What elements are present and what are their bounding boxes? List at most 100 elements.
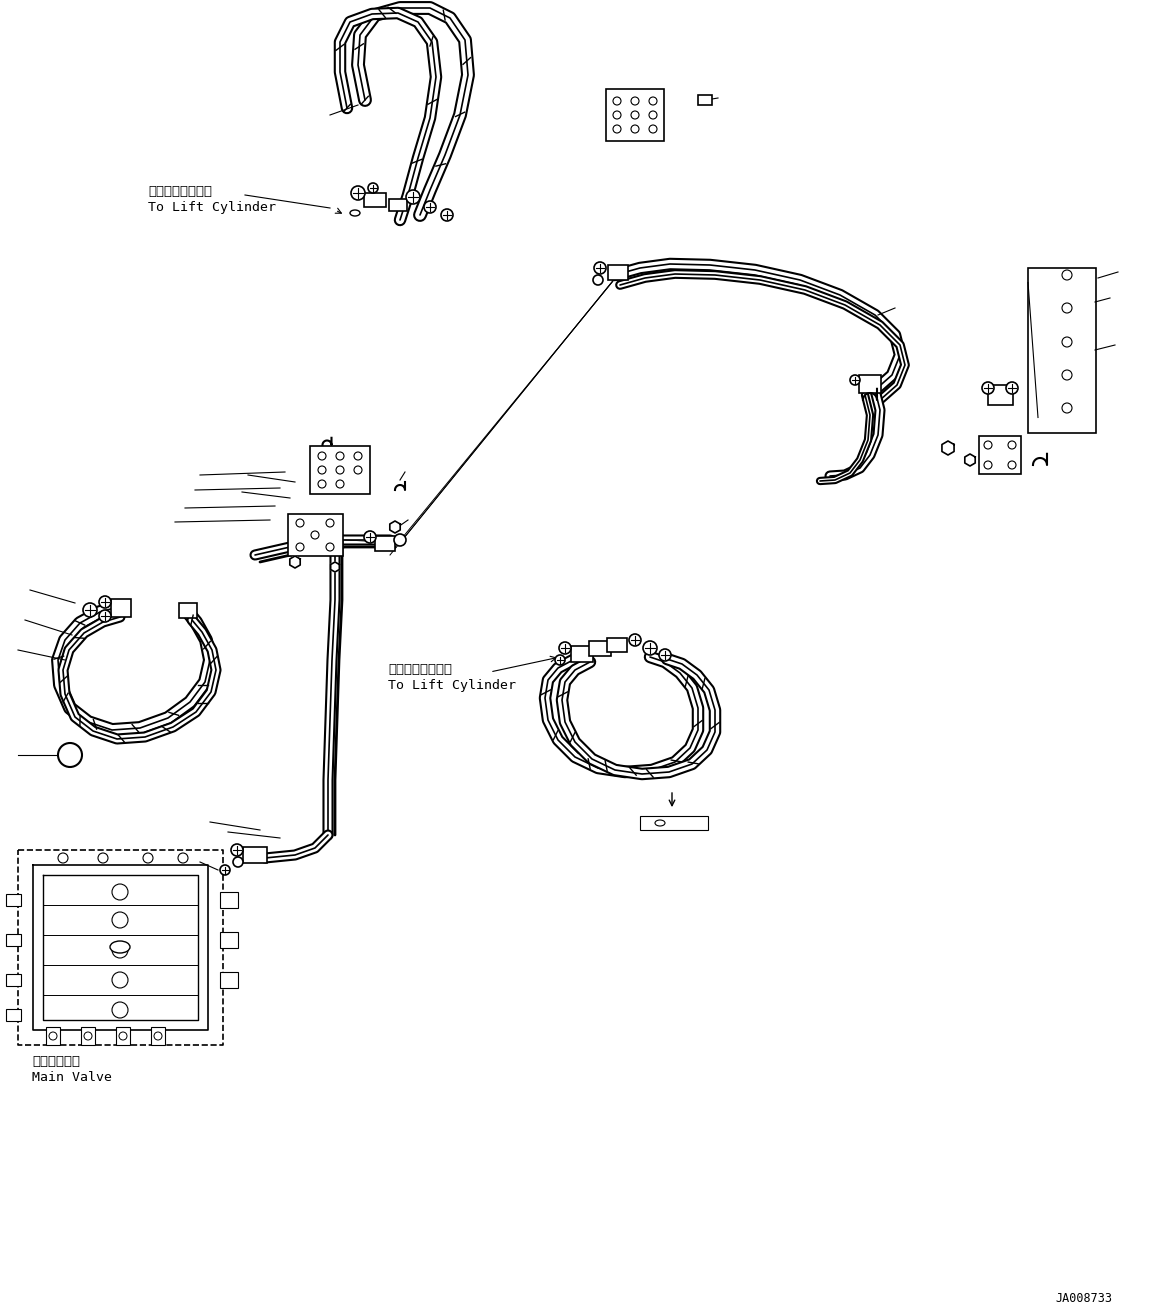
Circle shape <box>394 534 406 546</box>
Circle shape <box>613 111 621 118</box>
Circle shape <box>594 262 606 274</box>
Circle shape <box>112 912 128 928</box>
Bar <box>110 599 131 617</box>
Text: To Lift Cylinder: To Lift Cylinder <box>148 201 276 215</box>
Text: リフトシリンダへ: リフトシリンダへ <box>148 186 212 197</box>
Circle shape <box>336 480 344 488</box>
Circle shape <box>1062 403 1072 413</box>
Circle shape <box>317 451 326 461</box>
Circle shape <box>659 649 671 661</box>
Circle shape <box>112 942 128 958</box>
Bar <box>364 193 386 207</box>
Circle shape <box>336 451 344 461</box>
Bar <box>6 1009 21 1021</box>
Circle shape <box>233 857 243 867</box>
Circle shape <box>1062 303 1072 313</box>
Circle shape <box>1062 337 1072 347</box>
Bar <box>571 646 593 662</box>
Circle shape <box>112 1001 128 1019</box>
Circle shape <box>83 603 97 617</box>
Bar <box>220 932 238 948</box>
Polygon shape <box>330 562 340 572</box>
Bar <box>1028 267 1096 433</box>
Bar <box>6 894 21 905</box>
Polygon shape <box>290 555 300 569</box>
Circle shape <box>613 125 621 133</box>
Circle shape <box>555 655 565 665</box>
Bar <box>698 95 712 105</box>
Circle shape <box>649 125 657 133</box>
Bar <box>287 515 342 555</box>
Bar <box>220 973 238 988</box>
Circle shape <box>84 1032 92 1040</box>
Circle shape <box>112 884 128 900</box>
Circle shape <box>112 973 128 988</box>
Bar <box>606 89 664 141</box>
Circle shape <box>317 480 326 488</box>
Circle shape <box>351 186 365 200</box>
Circle shape <box>613 97 621 105</box>
Circle shape <box>632 125 638 133</box>
Circle shape <box>632 111 638 118</box>
Circle shape <box>1006 382 1018 393</box>
Circle shape <box>559 642 571 654</box>
Bar <box>243 848 267 863</box>
Circle shape <box>178 853 188 863</box>
Circle shape <box>98 853 108 863</box>
Circle shape <box>317 466 326 474</box>
Circle shape <box>354 466 362 474</box>
Text: JA008733: JA008733 <box>1055 1292 1112 1305</box>
Circle shape <box>649 97 657 105</box>
Circle shape <box>297 519 304 526</box>
Circle shape <box>1062 270 1072 280</box>
Circle shape <box>984 461 992 468</box>
Circle shape <box>336 466 344 474</box>
Circle shape <box>629 634 641 646</box>
Bar <box>640 816 708 830</box>
Ellipse shape <box>655 820 665 826</box>
Circle shape <box>58 744 83 767</box>
Circle shape <box>364 530 376 544</box>
Bar <box>220 892 238 908</box>
Text: リフトシリンダへ: リフトシリンダへ <box>388 663 452 676</box>
Circle shape <box>593 275 602 286</box>
Bar <box>374 536 395 550</box>
Circle shape <box>231 844 243 855</box>
Bar <box>607 638 627 651</box>
Text: メインバルブ: メインバルブ <box>33 1055 80 1069</box>
Circle shape <box>99 611 110 622</box>
Circle shape <box>99 596 110 608</box>
Circle shape <box>424 201 436 213</box>
Circle shape <box>220 865 230 875</box>
Ellipse shape <box>350 211 361 216</box>
Bar <box>987 386 1013 405</box>
Circle shape <box>368 183 378 193</box>
Bar <box>179 603 197 617</box>
Circle shape <box>49 1032 57 1040</box>
Circle shape <box>119 1032 127 1040</box>
Bar <box>6 934 21 946</box>
Bar <box>6 974 21 986</box>
Polygon shape <box>965 454 976 466</box>
Circle shape <box>632 97 638 105</box>
Circle shape <box>143 853 154 863</box>
Circle shape <box>649 111 657 118</box>
Circle shape <box>850 375 859 386</box>
Circle shape <box>441 209 454 221</box>
Bar <box>608 265 628 279</box>
Circle shape <box>326 519 334 526</box>
Circle shape <box>354 451 362 461</box>
Circle shape <box>984 441 992 449</box>
Circle shape <box>311 530 319 540</box>
Bar <box>311 446 370 494</box>
Circle shape <box>982 382 994 393</box>
Ellipse shape <box>110 941 130 953</box>
Text: Main Valve: Main Valve <box>33 1071 112 1084</box>
Bar <box>388 199 407 211</box>
Polygon shape <box>942 441 954 455</box>
Circle shape <box>1062 370 1072 380</box>
Bar <box>588 641 611 655</box>
Bar <box>81 1026 95 1045</box>
Circle shape <box>326 544 334 551</box>
Text: To Lift Cylinder: To Lift Cylinder <box>388 679 516 692</box>
